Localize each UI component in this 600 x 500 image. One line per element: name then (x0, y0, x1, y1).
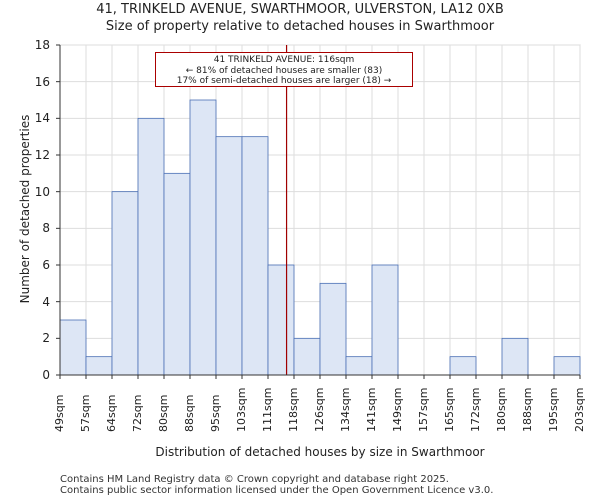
x-tick-label: 141sqm (365, 387, 378, 432)
x-tick-label: 172sqm (469, 387, 482, 432)
y-tick-label: 0 (42, 368, 50, 382)
bar (137, 117, 165, 376)
x-tick-label: 134sqm (339, 387, 352, 432)
bar (449, 356, 477, 376)
bar (267, 264, 295, 376)
y-tick-label: 10 (34, 184, 50, 199)
y-axis-label: Number of detached properties (18, 114, 32, 304)
x-tick-label: 126sqm (313, 387, 326, 432)
y-axis-label-wrap: Number of detached properties (10, 115, 32, 304)
x-tick-label: 157sqm (417, 387, 430, 432)
footer-line-1: Contains HM Land Registry data © Crown c… (60, 474, 449, 485)
x-tick-label: 195sqm (547, 387, 560, 432)
x-tick-label: 118sqm (287, 387, 300, 432)
x-tick-label: 57sqm (79, 394, 92, 432)
y-tick-label: 2 (42, 331, 50, 346)
bar (293, 337, 321, 376)
bar (501, 337, 529, 376)
x-tick-label: 149sqm (391, 387, 404, 432)
bar (59, 319, 87, 376)
bar (241, 136, 269, 376)
x-tick-label: 80sqm (157, 394, 170, 432)
y-tick-label: 6 (42, 258, 50, 272)
x-tick-label: 49sqm (53, 394, 66, 432)
x-tick-label: 188sqm (521, 387, 534, 432)
bar (163, 172, 191, 376)
y-tick-label: 12 (34, 148, 50, 162)
bar (345, 356, 373, 376)
bar (553, 356, 581, 376)
bar (215, 136, 243, 376)
x-tick-label: 165sqm (443, 387, 456, 432)
x-axis-label: Distribution of detached houses by size … (155, 445, 485, 459)
y-tick-label: 4 (42, 294, 50, 309)
bar (85, 356, 113, 376)
footer-line-2: Contains public sector information licen… (60, 485, 494, 496)
x-tick-label: 95sqm (209, 394, 222, 432)
annotation-line-1: 41 TRINKELD AVENUE: 116sqm (213, 55, 355, 65)
y-tick-label: 14 (34, 111, 50, 126)
chart-title: 41, TRINKELD AVENUE, SWARTHMOOR, ULVERST… (96, 2, 504, 17)
x-tick-label: 88sqm (183, 394, 196, 432)
x-tick-label: 180sqm (495, 387, 508, 432)
bar (319, 282, 347, 376)
y-tick-label: 16 (34, 74, 50, 89)
annotation-line-2: ← 81% of detached houses are smaller (83… (185, 65, 383, 76)
x-tick-label: 203sqm (573, 387, 586, 432)
bar (189, 99, 217, 376)
annotation-line-3: 17% of semi-detached houses are larger (… (176, 76, 392, 86)
chart-subtitle: Size of property relative to detached ho… (105, 19, 495, 34)
bar (371, 264, 399, 376)
y-tick-label: 18 (34, 38, 50, 52)
annotation-box: 41 TRINKELD AVENUE: 116sqm ← 81% of deta… (155, 52, 413, 87)
x-tick-label: 72sqm (131, 394, 144, 432)
x-tick-label: 111sqm (261, 387, 274, 432)
bar (111, 191, 139, 376)
x-tick-label: 103sqm (235, 387, 248, 432)
x-tick-label: 64sqm (105, 394, 118, 432)
y-tick-label: 8 (42, 221, 50, 236)
